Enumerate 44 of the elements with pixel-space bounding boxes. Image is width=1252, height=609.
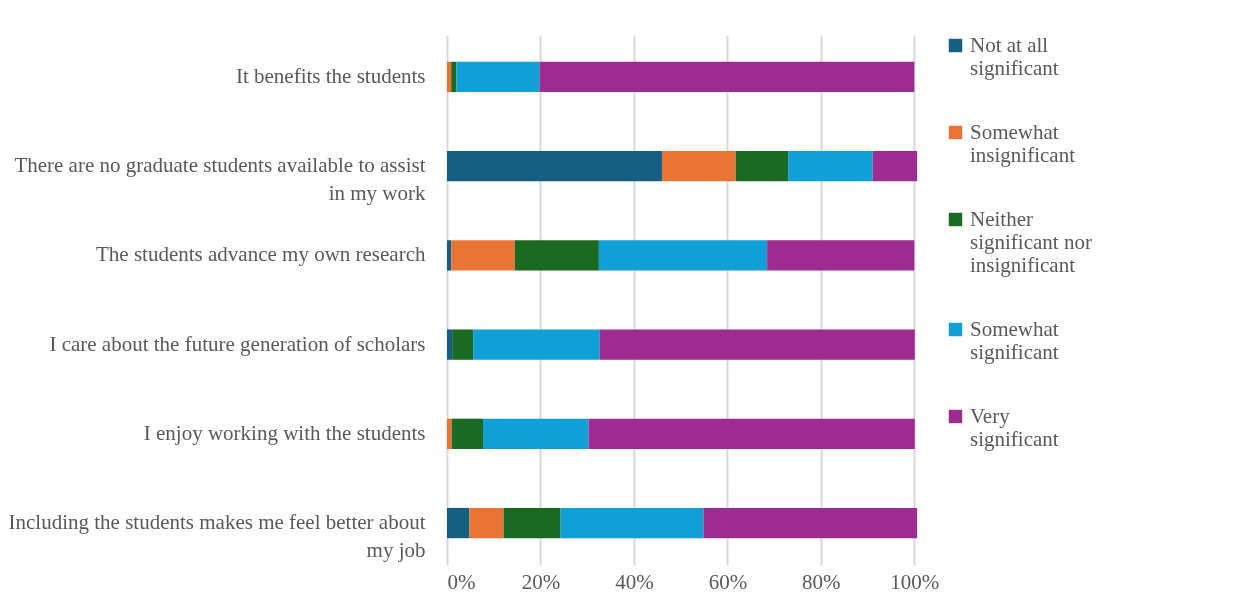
x-tick-label: 20%	[521, 569, 561, 594]
bar	[503, 507, 561, 539]
bar	[451, 240, 515, 271]
bar	[872, 150, 918, 182]
bar	[447, 240, 452, 271]
bar	[447, 507, 470, 539]
x-tick-label: 80%	[802, 569, 841, 594]
y-tick-label: There are no graduate students available to assist in my work	[14, 153, 426, 206]
legend-label: Not at all significant	[970, 32, 1059, 80]
bar	[451, 418, 483, 450]
bar	[452, 329, 474, 360]
bar	[539, 61, 915, 93]
legend-label: Very significant	[970, 403, 1059, 451]
y-tick-label: The students advance my own research	[96, 242, 426, 267]
legend-label: Neither significant nor insignificant	[970, 206, 1092, 277]
y-tick-label: I care about the future generation of scholars	[49, 331, 426, 356]
x-tick-label: 40%	[615, 569, 654, 594]
bar	[447, 329, 453, 360]
y-tick-label: Including the students makes me feel better about my job	[8, 510, 426, 563]
x-tick-label: 100%	[890, 569, 940, 594]
bar	[447, 61, 452, 93]
bar	[588, 418, 915, 450]
bar	[735, 150, 789, 182]
bar	[661, 150, 736, 182]
bar	[560, 507, 704, 539]
bar	[599, 329, 915, 360]
y-tick-label: I enjoy working with the students	[143, 420, 426, 445]
bar	[767, 240, 915, 271]
x-tick-label: 0%	[447, 569, 476, 594]
bar	[788, 150, 873, 182]
x-tick-label: 60%	[708, 569, 748, 594]
bar	[703, 507, 918, 539]
bar	[469, 507, 504, 539]
bar	[451, 61, 457, 93]
legend-label: Somewhat significant	[970, 316, 1059, 364]
bar	[473, 329, 600, 360]
bar	[514, 240, 599, 271]
bar	[447, 150, 662, 182]
bar	[598, 240, 768, 271]
bar	[482, 418, 589, 450]
bar	[456, 61, 540, 93]
legend-label: Somewhat insignificant	[970, 119, 1076, 167]
bar	[447, 418, 452, 450]
y-tick-label: It benefits the students	[235, 63, 426, 88]
